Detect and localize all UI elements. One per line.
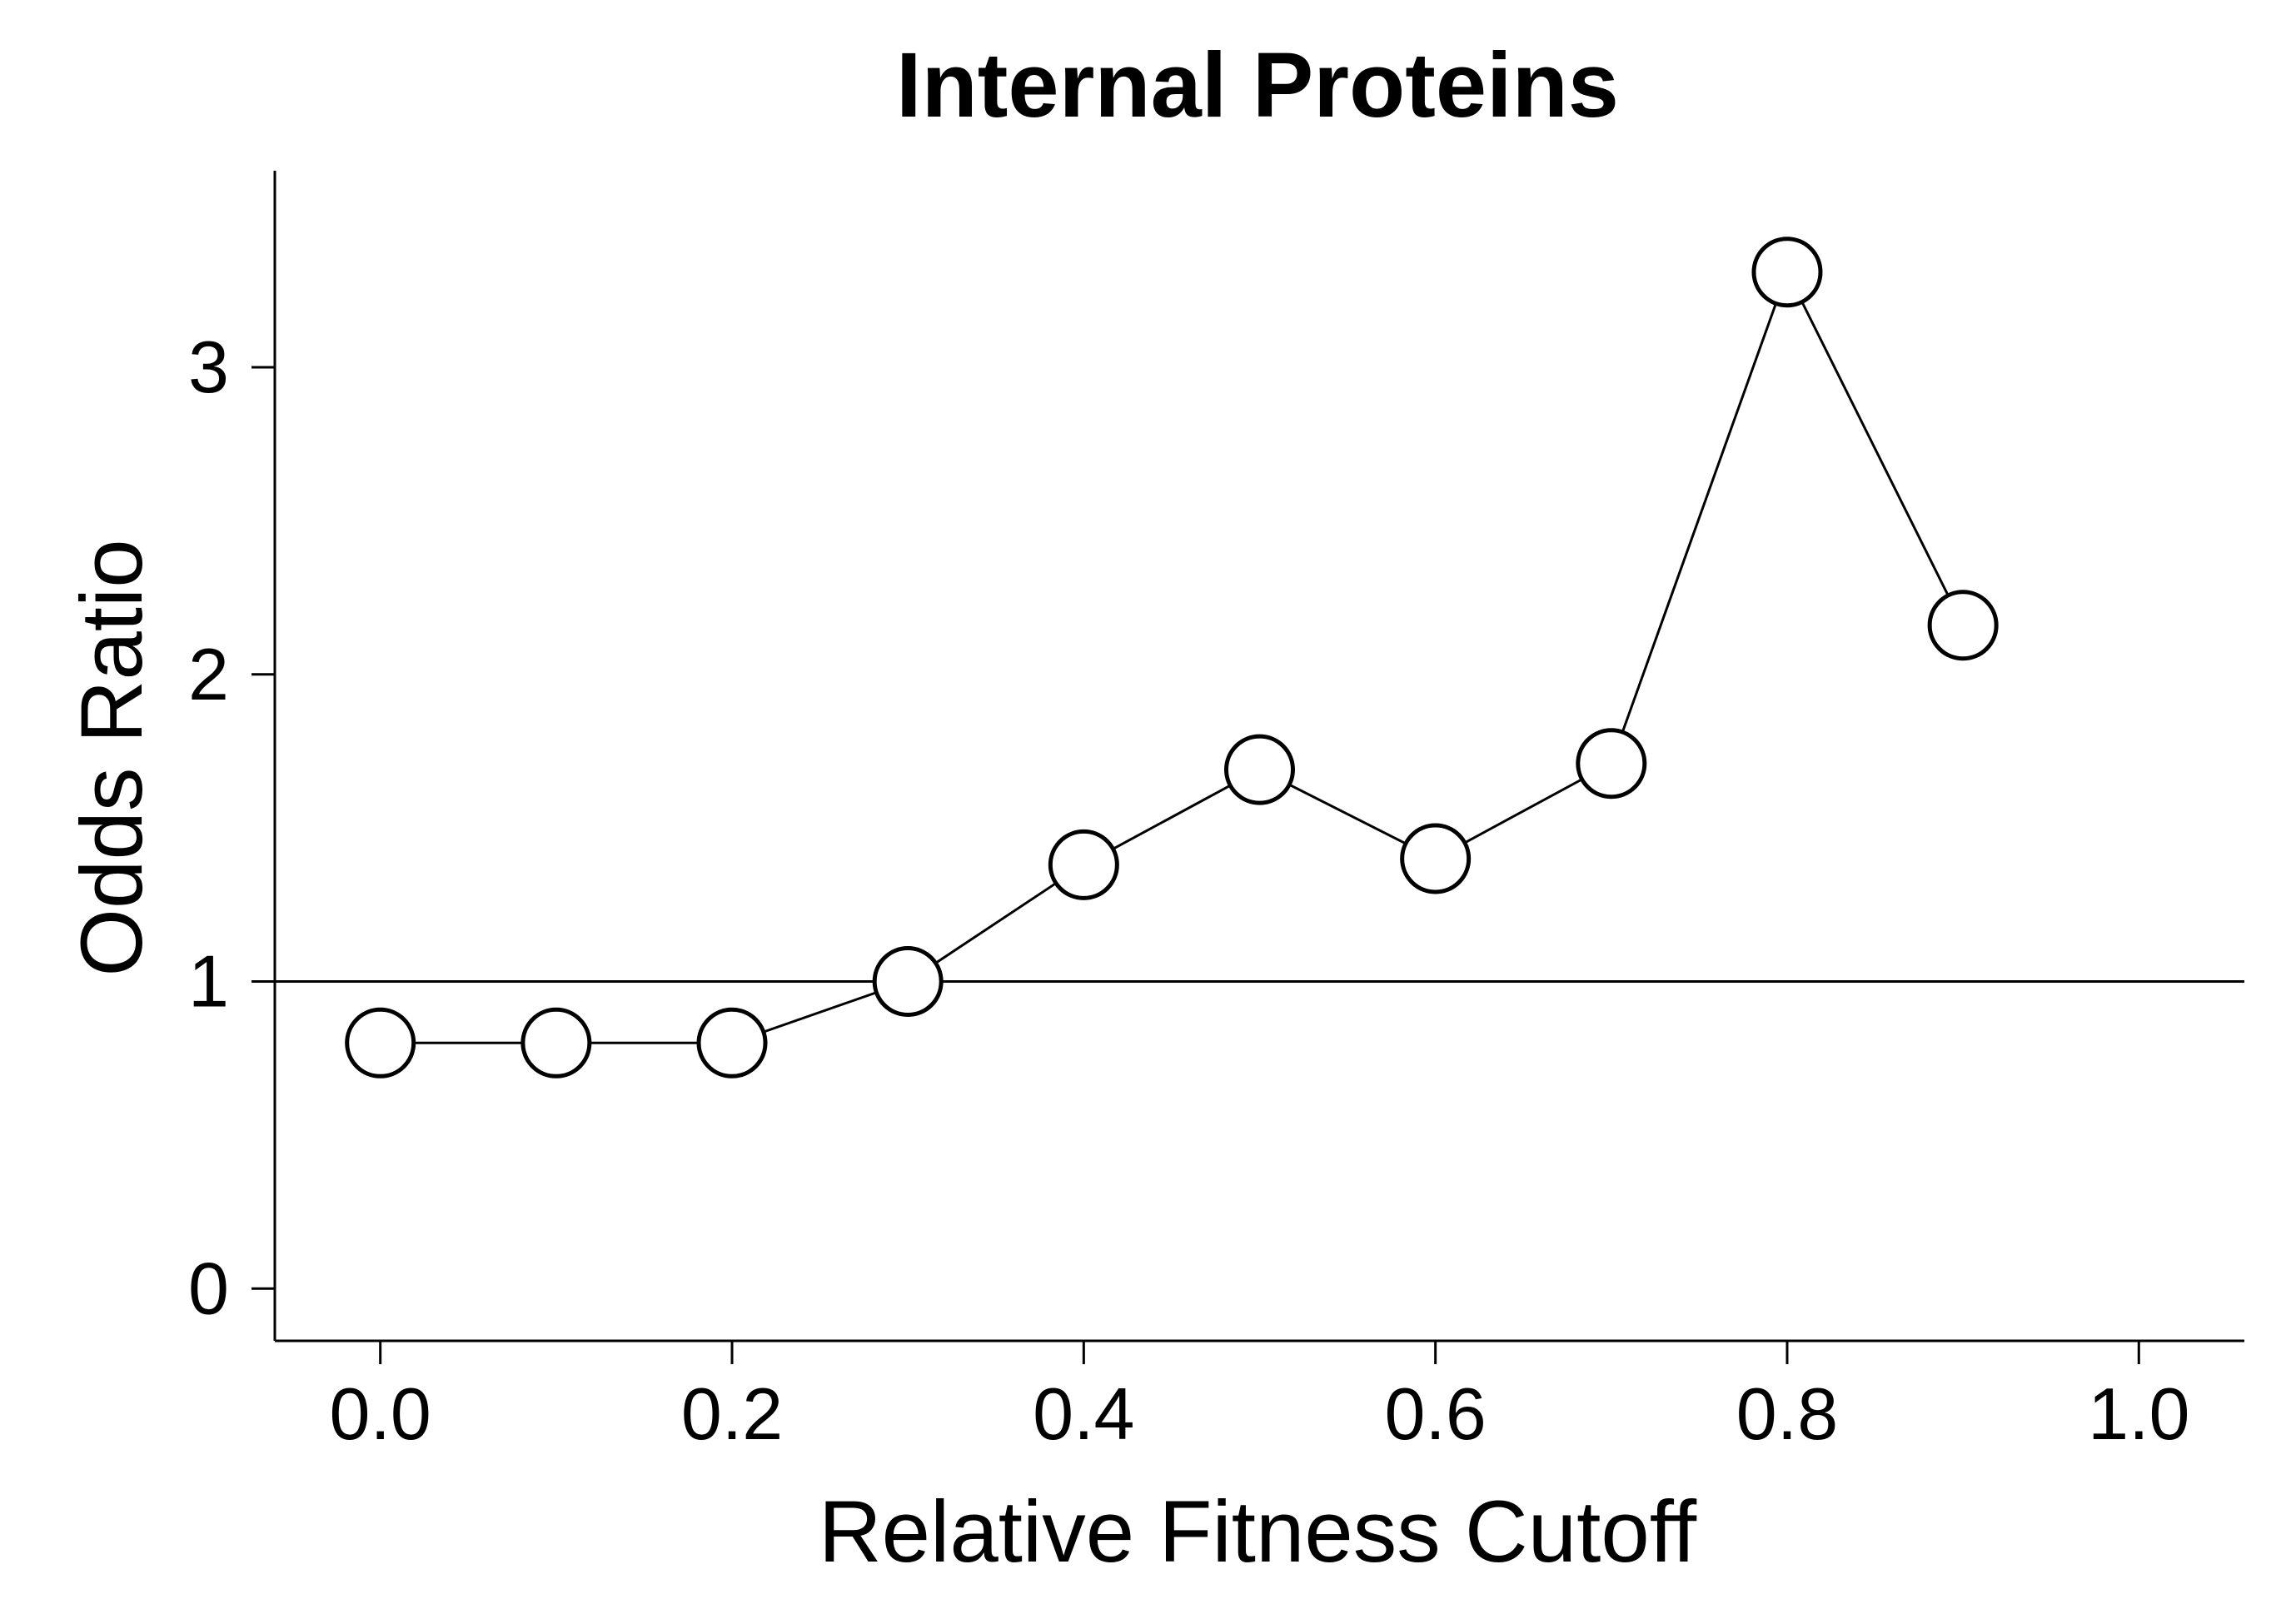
axes: 0.0 0.2 0.4 0.6 0.8 1.0 0 1 2 3 (188, 171, 2244, 1455)
data-point (1400, 823, 1472, 894)
x-tick-label: 0.8 (1736, 1372, 1838, 1455)
series-line (380, 268, 1965, 1044)
y-tick-label: 0 (188, 1247, 229, 1329)
y-axis-label: Odds Ratio (63, 539, 161, 976)
data-point (696, 1007, 768, 1079)
x-tick-label: 0.0 (330, 1372, 431, 1455)
data-point (520, 1007, 592, 1079)
data-point (1048, 829, 1119, 900)
y-tick-label: 2 (188, 633, 229, 715)
data-point (1751, 237, 1823, 308)
x-tick-label: 1.0 (2088, 1372, 2189, 1455)
y-tick-label: 3 (188, 326, 229, 408)
x-tick-label: 0.6 (1384, 1372, 1486, 1455)
y-tick-label: 1 (188, 940, 229, 1023)
x-axis-label: Relative Fitness Cutoff (819, 1483, 1697, 1581)
data-point (1224, 734, 1295, 805)
data-point (872, 946, 944, 1018)
data-series (345, 237, 1999, 1079)
data-point (1576, 728, 1647, 800)
data-point (345, 1007, 416, 1079)
x-tick-label: 0.2 (681, 1372, 783, 1455)
data-point (1927, 590, 1999, 661)
x-tick-label: 0.4 (1033, 1372, 1134, 1455)
chart-title: Internal Proteins (896, 34, 1619, 137)
